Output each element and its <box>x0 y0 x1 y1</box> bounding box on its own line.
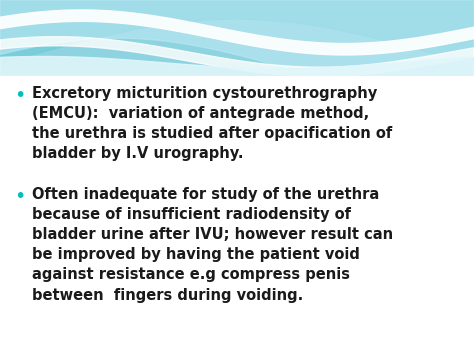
Text: against resistance e.g compress penis: against resistance e.g compress penis <box>32 268 350 283</box>
Text: be improved by having the patient void: be improved by having the patient void <box>32 247 360 262</box>
Text: bladder by I.V urography.: bladder by I.V urography. <box>32 146 244 161</box>
Text: •: • <box>14 86 26 105</box>
Text: Excretory micturition cystourethrography: Excretory micturition cystourethrography <box>32 86 377 101</box>
Text: Often inadequate for study of the urethra: Often inadequate for study of the urethr… <box>32 187 380 202</box>
Text: (EMCU):  variation of antegrade method,: (EMCU): variation of antegrade method, <box>32 106 369 121</box>
Text: the urethra is studied after opacification of: the urethra is studied after opacificati… <box>32 126 392 141</box>
Text: between  fingers during voiding.: between fingers during voiding. <box>32 288 303 302</box>
Text: •: • <box>14 187 26 206</box>
Text: bladder urine after IVU; however result can: bladder urine after IVU; however result … <box>32 227 393 242</box>
Text: because of insufficient radiodensity of: because of insufficient radiodensity of <box>32 207 351 222</box>
